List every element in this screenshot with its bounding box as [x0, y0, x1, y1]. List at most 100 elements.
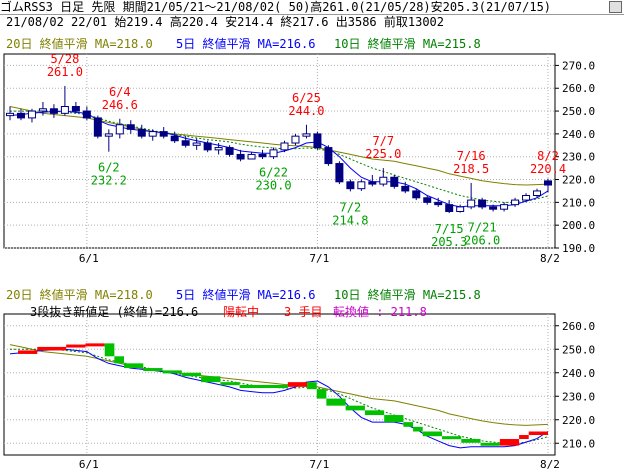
x-tick-label: 8/2 [540, 252, 560, 265]
annotation-date: 6/22 [259, 166, 288, 180]
candle-body [170, 135, 179, 142]
renko-brick [384, 415, 404, 423]
renko-brick [403, 422, 414, 427]
candle-body [159, 131, 168, 137]
upper-grid [4, 54, 555, 249]
candle-body [214, 147, 223, 151]
y-tick-label: 240.0 [562, 128, 595, 141]
candlesticks [6, 85, 552, 214]
candle-body [82, 110, 91, 119]
renko-brick [326, 398, 346, 406]
renko-brick [201, 376, 221, 383]
renko-brick [287, 382, 308, 387]
candle-body [533, 190, 542, 197]
candle-body [456, 206, 465, 212]
annotation-value: 225.0 [365, 147, 401, 161]
annotation-value: 205.3 [431, 235, 467, 249]
candle-body [192, 142, 201, 146]
x-tick-label: 7/1 [309, 458, 329, 471]
renko-brick [480, 442, 500, 446]
annotation-date: 6/2 [98, 161, 120, 175]
lower-legend-ma5: 5日 終値平滑 MA=216.6 [176, 287, 315, 302]
renko-reversal: 転換値 : 211.8 [333, 304, 427, 319]
renko-count: 3 手目 [284, 305, 322, 319]
candle-body [137, 128, 146, 137]
x-tick-label: 6/1 [79, 458, 99, 471]
renko-brick [162, 370, 182, 374]
candle-body [324, 147, 333, 165]
renko-brick [461, 439, 481, 443]
candle-body [126, 124, 135, 130]
candle-body [489, 206, 498, 210]
candle-body [434, 201, 443, 206]
candle-body [225, 147, 234, 155]
renko-brick [422, 431, 442, 437]
renko-brick [316, 389, 327, 399]
y-tick-label: 210.0 [562, 196, 595, 209]
annotation-date: 7/7 [372, 134, 394, 148]
x-tick-label: 7/1 [309, 252, 329, 265]
annotation-value: 218.5 [453, 162, 489, 176]
candle-body [71, 105, 80, 112]
y-tick-label: 200.0 [562, 219, 595, 232]
renko-brick [143, 368, 163, 372]
candle-body [247, 153, 256, 160]
candle-body [115, 124, 124, 135]
annotation-value: 214.8 [332, 213, 368, 227]
upper-y-axis: 190.0 200.0 210.0 220.0 230.0 240.0 250.0 260.0… [555, 59, 595, 255]
annotation-date: 8/2 [537, 149, 559, 163]
annotation-date: 5/28 [50, 52, 79, 66]
candle-body [27, 110, 36, 119]
candle-body [104, 133, 113, 137]
renko-brick [66, 344, 86, 348]
candle-body [313, 133, 322, 149]
annotation-date: 6/25 [292, 91, 321, 105]
upper-plot-frame [3, 53, 556, 249]
x-tick-label: 6/1 [79, 252, 99, 265]
ohlc-summary-text: 21/08/02 22/01 始219.4 高220.4 安214.4 終217… [6, 15, 445, 29]
renko-brick [104, 343, 115, 357]
candle-body [269, 149, 278, 158]
annotation-value: 206.0 [464, 233, 500, 247]
annotation-date: 7/15 [435, 222, 464, 236]
candle-body [236, 153, 245, 160]
candle-body [93, 117, 102, 137]
renko-brick [181, 372, 202, 377]
candle-body [16, 112, 25, 119]
candle-body [6, 112, 14, 117]
renko-brick [124, 363, 144, 369]
annotation-date: 7/16 [457, 149, 486, 163]
y-tick-label: 190.0 [562, 242, 595, 255]
close-button[interactable] [609, 1, 622, 13]
legend-ma5: 5日 終値平滑 MA=216.6 [176, 36, 315, 51]
candle-body [412, 190, 421, 199]
candle-body [390, 176, 399, 187]
candle-body [335, 163, 344, 183]
candle-body [478, 199, 487, 208]
annotation-value: 220.4 [530, 162, 566, 176]
candle-body [302, 133, 311, 137]
ma10-line [10, 110, 549, 203]
renko-brick [239, 384, 288, 389]
candle-body [60, 105, 69, 114]
y-tick-label: 240.0 [562, 367, 595, 380]
y-tick-label: 220.0 [562, 414, 595, 427]
y-tick-label: 260.0 [562, 320, 595, 333]
candle-body [401, 185, 410, 192]
y-tick-label: 230.0 [562, 151, 595, 164]
renko-brick [37, 346, 67, 351]
lower-ma5-line [9, 348, 549, 449]
y-tick-label: 250.0 [562, 343, 595, 356]
annotation-value: 230.0 [255, 179, 291, 193]
annotation-date: 7/21 [468, 220, 497, 234]
x-tick-label: 8/2 [540, 458, 560, 471]
candle-body [181, 140, 190, 146]
renko-state: 陽転中 [223, 304, 259, 319]
candle-body [148, 131, 157, 137]
annotation-date: 6/4 [109, 85, 131, 99]
lower-plot-frame [3, 313, 556, 456]
candle-body [280, 142, 289, 151]
lower-legend-ma10: 10日 終値平滑 MA=215.8 [334, 287, 481, 302]
renko-brick [307, 382, 317, 390]
